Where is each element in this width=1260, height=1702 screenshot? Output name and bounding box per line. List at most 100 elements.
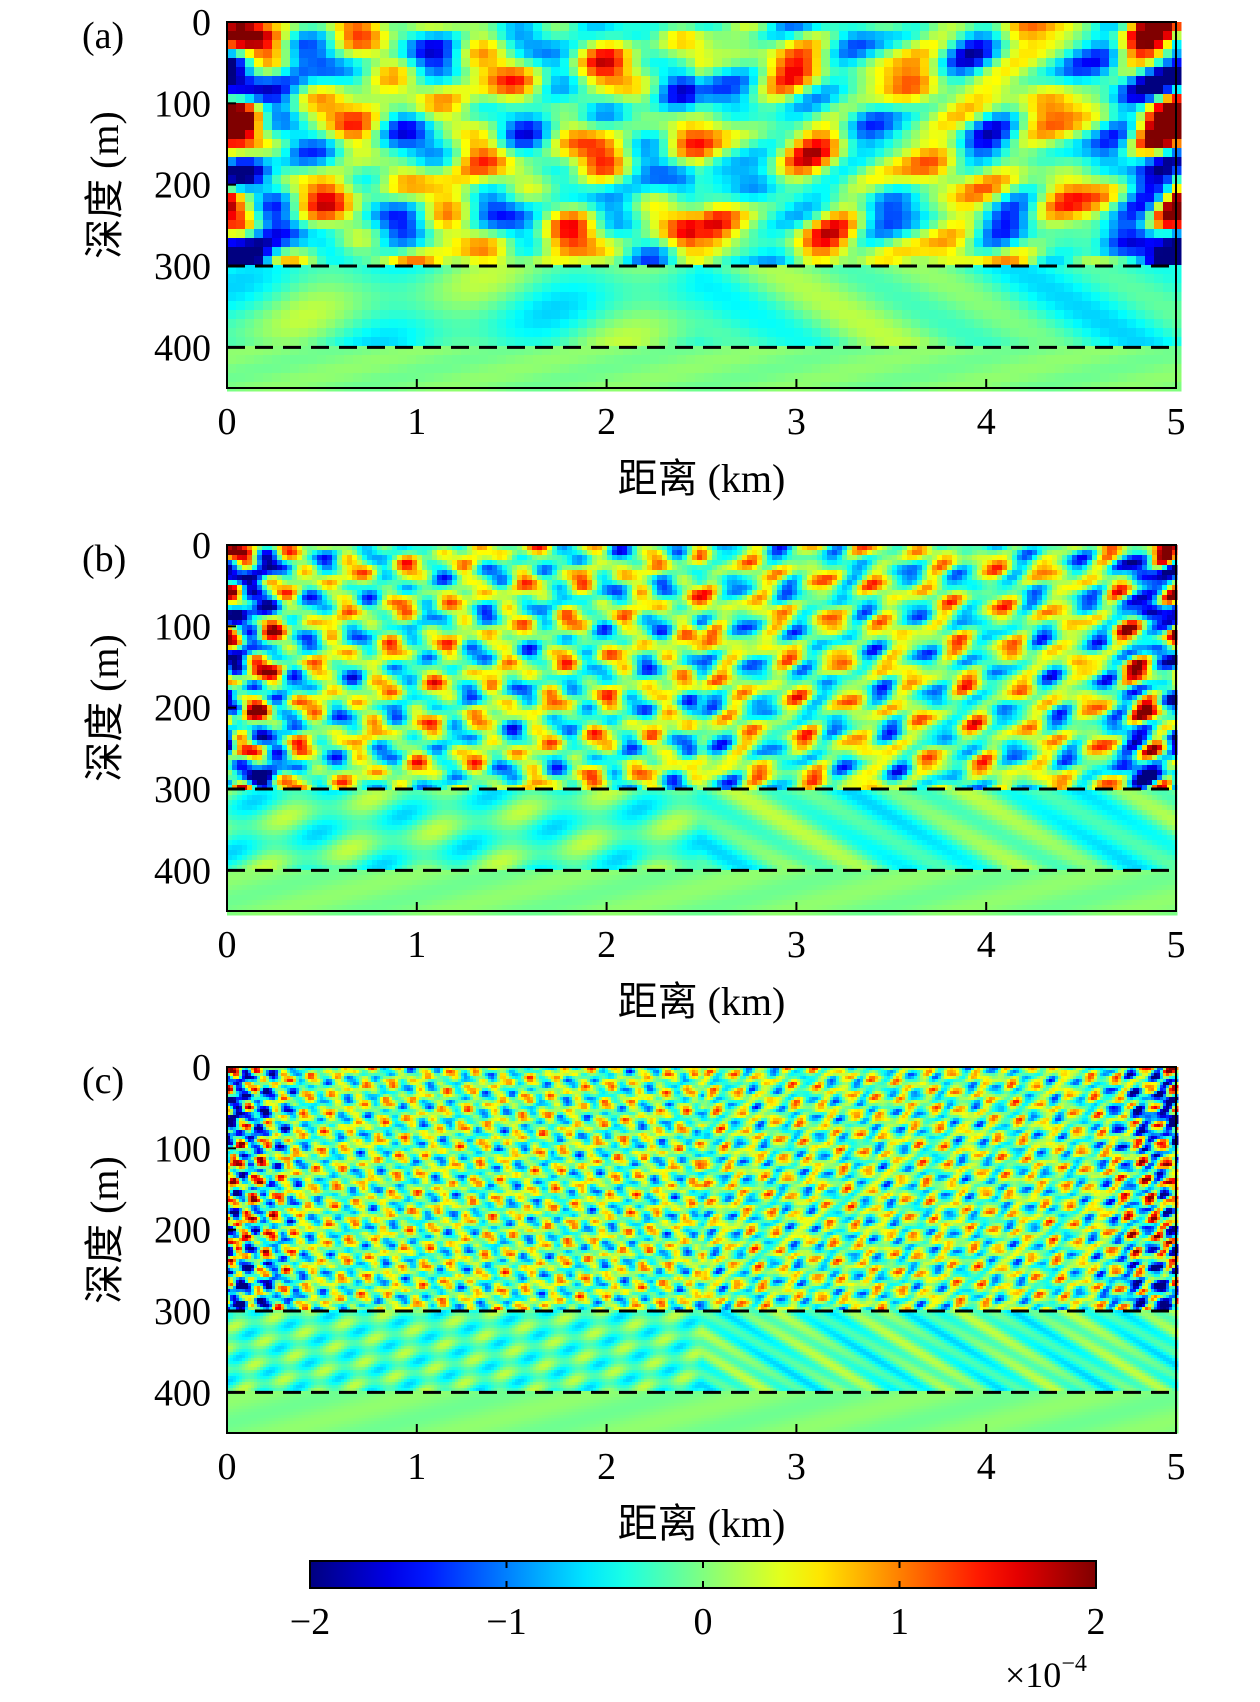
heatmap-cell — [479, 58, 489, 68]
heatmap-cell — [389, 85, 399, 95]
heatmap-cell — [569, 211, 579, 221]
heatmap-cell — [893, 31, 903, 41]
heatmap-cell — [677, 76, 687, 86]
heatmap-cell — [236, 229, 246, 239]
heatmap-cell — [848, 58, 858, 68]
heatmap-cell — [461, 22, 471, 32]
heatmap-cell — [983, 112, 993, 122]
heatmap-cell — [362, 148, 372, 158]
heatmap-cell — [434, 103, 444, 113]
heatmap-cell — [254, 58, 264, 68]
heatmap-cell — [272, 103, 282, 113]
heatmap-cell — [515, 40, 525, 50]
heatmap-cell — [830, 112, 840, 122]
heatmap-cell — [1019, 85, 1029, 95]
heatmap-cell — [1064, 175, 1074, 185]
heatmap-cell — [533, 49, 543, 59]
heatmap-cell — [632, 49, 642, 59]
heatmap-cell — [524, 229, 534, 239]
heatmap-cell — [326, 211, 336, 221]
heatmap-cell — [542, 184, 552, 194]
heatmap-cell — [1073, 22, 1083, 32]
heatmap-cell — [1010, 202, 1020, 212]
heatmap-cell — [533, 184, 543, 194]
heatmap-cell — [713, 229, 723, 239]
heatmap-cell — [1028, 202, 1038, 212]
heatmap-cell — [1010, 229, 1020, 239]
heatmap-cell — [983, 76, 993, 86]
heatmap-cell — [884, 112, 894, 122]
heatmap-cell — [1127, 49, 1137, 59]
heatmap-cell — [1082, 220, 1092, 230]
heatmap-cell — [866, 22, 876, 32]
heatmap-cell — [677, 22, 687, 32]
heatmap-cell — [803, 112, 813, 122]
heatmap-cell — [857, 229, 867, 239]
heatmap-cell — [479, 94, 489, 104]
heatmap-cell — [236, 220, 246, 230]
heatmap-cell — [1127, 184, 1137, 194]
heatmap-cell — [794, 67, 804, 77]
heatmap-cell — [857, 166, 867, 176]
heatmap-cell — [1010, 22, 1020, 32]
heatmap-cell — [992, 202, 1002, 212]
heatmap-cell — [1154, 103, 1164, 113]
heatmap-cell — [992, 157, 1002, 167]
heatmap-cell — [506, 202, 516, 212]
heatmap-cell — [236, 85, 246, 95]
heatmap-cell — [452, 76, 462, 86]
heatmap-cell — [479, 49, 489, 59]
heatmap-cell — [227, 130, 237, 140]
heatmap-cell — [902, 22, 912, 32]
heatmap-cell — [569, 67, 579, 77]
heatmap-cell — [956, 49, 966, 59]
heatmap-cell — [461, 40, 471, 50]
heatmap-cell — [677, 40, 687, 50]
heatmap-cell — [515, 103, 525, 113]
heatmap-cell — [452, 130, 462, 140]
heatmap-cell — [767, 202, 777, 212]
heatmap-cell — [1118, 49, 1128, 59]
heatmap-cell — [434, 94, 444, 104]
heatmap-cell — [992, 139, 1002, 149]
heatmap-cell — [1163, 22, 1173, 32]
heatmap-cell — [1136, 103, 1146, 113]
heatmap-cell — [596, 58, 606, 68]
heatmap-cell — [1145, 67, 1155, 77]
heatmap-cell — [686, 40, 696, 50]
heatmap-cell — [839, 85, 849, 95]
heatmap-cell — [821, 166, 831, 176]
heatmap-cell — [308, 49, 318, 59]
heatmap-cell — [326, 31, 336, 41]
heatmap-cell — [713, 22, 723, 32]
heatmap-cell — [506, 76, 516, 86]
heatmap-cell — [641, 40, 651, 50]
heatmap-cell — [992, 148, 1002, 158]
heatmap-cell — [767, 175, 777, 185]
heatmap-cell — [551, 166, 561, 176]
heatmap-cell — [236, 139, 246, 149]
heatmap-cell — [1091, 148, 1101, 158]
heatmap-cell — [1163, 211, 1173, 221]
heatmap-cell — [488, 229, 498, 239]
heatmap-cell — [1136, 175, 1146, 185]
heatmap-cell — [929, 94, 939, 104]
heatmap-cell — [560, 193, 570, 203]
heatmap-cell — [263, 49, 273, 59]
heatmap-cell — [902, 193, 912, 203]
heatmap-cell — [587, 220, 597, 230]
heatmap-cell — [1091, 58, 1101, 68]
heatmap-cell — [749, 112, 759, 122]
heatmap-cell — [479, 130, 489, 140]
heatmap-cell — [1118, 184, 1128, 194]
heatmap-cell — [524, 76, 534, 86]
heatmap-cell — [398, 76, 408, 86]
heatmap-cell — [254, 184, 264, 194]
heatmap-cell — [929, 166, 939, 176]
heatmap-cell — [434, 175, 444, 185]
heatmap-cell — [1028, 184, 1038, 194]
heatmap-cell — [830, 202, 840, 212]
heatmap-cell — [245, 85, 255, 95]
heatmap-cell — [839, 76, 849, 86]
heatmap-cell — [893, 121, 903, 131]
